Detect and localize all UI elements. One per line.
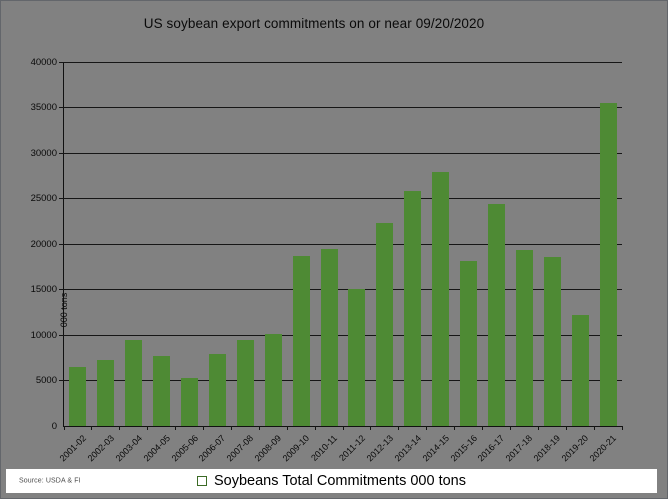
x-tick: [537, 426, 539, 430]
x-tick: [258, 426, 260, 430]
gridline-25000: [59, 198, 622, 199]
bar-2017-18: [515, 250, 533, 426]
y-tick-label-5000: 5000: [35, 375, 57, 386]
bar-2005-06: [181, 377, 199, 426]
bar-2013-14: [404, 191, 422, 426]
bar-2006-07: [208, 354, 226, 426]
x-tick: [230, 426, 232, 430]
y-tick-label-0: 0: [51, 420, 57, 432]
x-tick: [203, 426, 204, 430]
gridline-10000: [59, 334, 622, 336]
chart-title: US soybean export commitments on or near…: [143, 16, 485, 31]
y-tick-label-15000: 15000: [30, 284, 57, 295]
x-tick: [147, 426, 149, 430]
x-tick: [565, 426, 567, 430]
bar-2016-17: [487, 203, 505, 426]
bar-2003-04: [125, 339, 143, 426]
source-note: Source: USDA & FI: [19, 477, 81, 485]
x-tick: [175, 426, 177, 430]
x-tick: [426, 426, 428, 430]
gridline-35000: [59, 107, 622, 108]
bar-2018-19: [543, 256, 561, 426]
x-tick: [119, 426, 121, 430]
y-tick-label-20000: 20000: [30, 238, 57, 250]
bar-2010-11: [320, 248, 338, 426]
gridline-5000: [59, 380, 622, 381]
plot-area: 000 tons 40000 35000 30000 25000 20000 15000 1…: [31, 57, 623, 463]
legend-entry: Soybeans Total Commitments 000 tons: [196, 473, 466, 489]
x-tick: [482, 426, 483, 430]
legend-swatch-icon: [196, 476, 207, 486]
x-tick: [342, 426, 344, 430]
x-tick: [509, 426, 511, 430]
bar-2009-10: [292, 255, 310, 426]
x-tick: [63, 426, 65, 430]
x-tick: [454, 426, 456, 430]
bar-2001-02: [69, 366, 87, 426]
y-tick-label-40000: 40000: [30, 56, 57, 68]
x-tick: [398, 426, 400, 430]
bar-2019-20: [571, 314, 589, 426]
x-tick: [91, 426, 93, 430]
bar-2011-12: [348, 288, 366, 426]
x-tick: [314, 426, 316, 430]
bar-2002-03: [97, 359, 115, 426]
bar-2014-15: [432, 172, 450, 426]
y-tick-label-25000: 25000: [30, 193, 57, 204]
bar-2007-08: [236, 340, 254, 426]
y-tick-label-30000: 30000: [30, 147, 57, 159]
bar-2004-05: [153, 355, 171, 426]
bar-2008-09: [264, 334, 282, 426]
bar-2020-21: [599, 102, 617, 426]
x-tick: [370, 426, 372, 430]
gridline-30000: [59, 152, 622, 154]
bar-2015-16: [460, 261, 478, 426]
gridline-20000: [59, 243, 622, 245]
legend-band: Source: USDA & FI Soybeans Total Commitm…: [6, 469, 657, 493]
legend-label: Soybeans Total Commitments 000 tons: [213, 473, 466, 489]
y-tick-label-10000: 10000: [30, 329, 57, 341]
gridline-15000: [59, 289, 622, 290]
x-tick: [621, 426, 623, 430]
gridline-40000: [59, 61, 622, 63]
x-tick: [286, 426, 288, 430]
bar-2012-13: [376, 223, 394, 426]
y-tick-label-35000: 35000: [30, 102, 57, 113]
x-tick: [593, 426, 595, 430]
